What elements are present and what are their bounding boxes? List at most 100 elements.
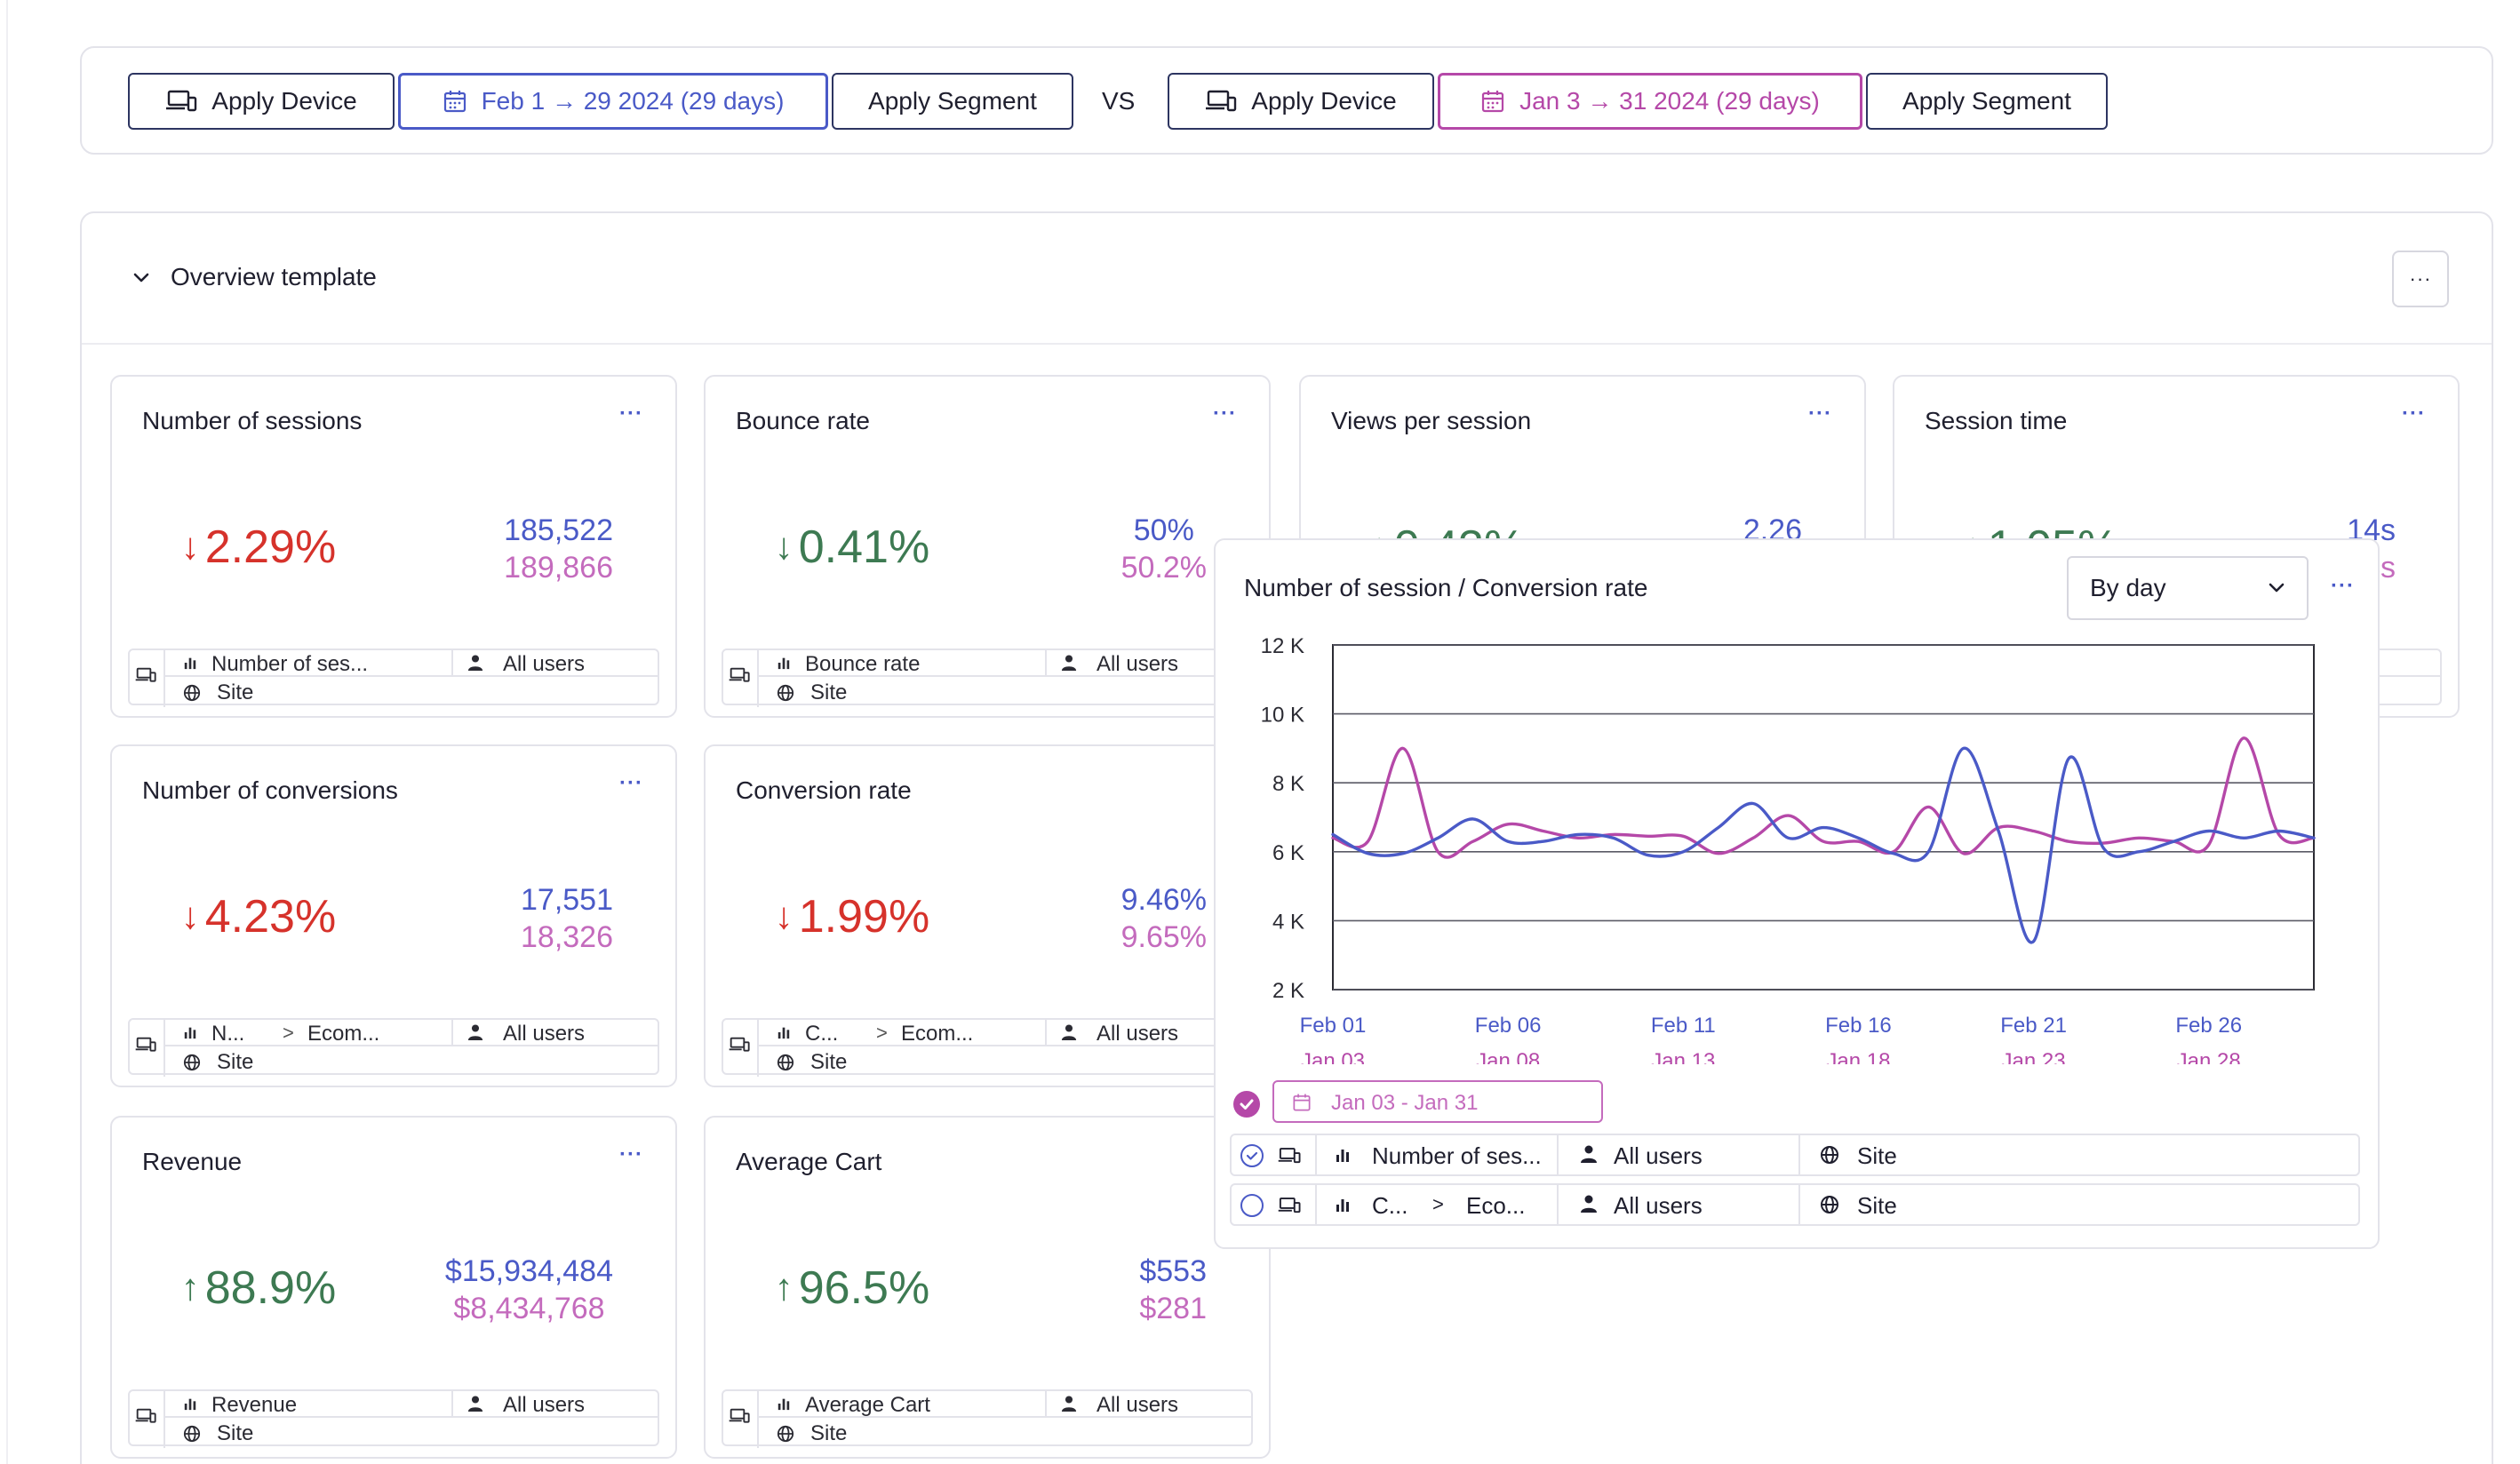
- metric-label: N...: [211, 1022, 245, 1046]
- segment-label: All users: [503, 1393, 586, 1417]
- primary-apply-segment-label: Apply Segment: [868, 87, 1037, 115]
- secondary-apply-device-button[interactable]: Apply Device: [1168, 73, 1434, 130]
- arrow-down-icon: ↓: [180, 525, 200, 567]
- change-percent: ↓ 4.23%: [112, 890, 405, 943]
- segment-label: All users: [1097, 652, 1179, 676]
- current-value: 50%: [1133, 513, 1194, 547]
- globe-icon: [1821, 1196, 1838, 1213]
- change-value: 96.5%: [798, 1262, 930, 1314]
- divider: [1045, 1020, 1047, 1046]
- user-icon: [1061, 1396, 1077, 1412]
- card-filter-row: N... > Ecom... All users: [165, 1020, 658, 1046]
- previous-value: $281: [1139, 1292, 1207, 1325]
- divider: [1315, 1185, 1317, 1224]
- card-filter-summary[interactable]: Revenue All users Site: [128, 1389, 659, 1448]
- device-icon: [729, 1037, 750, 1052]
- page-left-border: [6, 0, 8, 1464]
- value-pair: 185,522 189,866: [504, 512, 613, 586]
- current-value: $553: [1139, 1254, 1207, 1288]
- submetric-label: Ecom...: [307, 1022, 380, 1046]
- template-menu-button[interactable]: ···: [2392, 251, 2449, 307]
- card-filter-row: Bounce rate All users: [759, 650, 1251, 677]
- user-icon: [1061, 655, 1077, 671]
- metric-card: Bounce rate ··· ↓ 0.41% 50% 50.2% Bounce rate A…: [704, 375, 1271, 718]
- card-filter-summary[interactable]: Number of ses... All users Site: [128, 648, 659, 707]
- card-menu-button[interactable]: ···: [1808, 402, 1832, 426]
- chart-menu-button[interactable]: ···: [2331, 574, 2355, 598]
- series-line-previous: [1331, 736, 2316, 859]
- secondary-apply-segment-button[interactable]: Apply Segment: [1866, 73, 2108, 130]
- device-icon: [1278, 1197, 1301, 1213]
- chevron-down-icon[interactable]: [128, 265, 155, 291]
- card-menu-button[interactable]: ···: [619, 771, 643, 795]
- segment-label: All users: [1097, 1393, 1179, 1417]
- card-filter-summary[interactable]: C... > Ecom... All users Site: [722, 1018, 1253, 1077]
- card-title: Session time: [1925, 407, 2068, 434]
- previous-value: 18,326: [521, 920, 613, 954]
- card-menu-button[interactable]: ···: [1213, 402, 1237, 426]
- legend-row-conversion[interactable]: C... > Eco... All users Site: [1230, 1183, 2360, 1226]
- current-value: 17,551: [521, 883, 613, 917]
- user-icon: [467, 655, 483, 671]
- primary-apply-segment-button[interactable]: Apply Segment: [832, 73, 1073, 130]
- value-pair: $15,934,484 $8,434,768: [445, 1253, 613, 1327]
- scope-label: Site: [810, 1421, 848, 1445]
- globe-icon: [183, 684, 201, 702]
- bar-chart-icon: [1336, 1199, 1349, 1212]
- card-filter-row: Revenue All users: [165, 1391, 658, 1418]
- legend-row-sessions[interactable]: Number of ses... All users Site: [1230, 1134, 2360, 1176]
- divider: [163, 1020, 165, 1077]
- divider: [757, 650, 759, 707]
- y-tick-label: 8 K: [1272, 772, 1304, 796]
- chevron-down-icon: [2269, 583, 2285, 593]
- x-tick-label-current: Feb 11: [1651, 1014, 1716, 1038]
- legend-selected-icon[interactable]: [1233, 1091, 1260, 1118]
- primary-apply-device-button[interactable]: Apply Device: [128, 73, 395, 130]
- metric-label: Average Cart: [805, 1393, 930, 1417]
- x-tick-label-previous: Jan 03: [1301, 1049, 1365, 1064]
- scope-label: Site: [217, 1050, 254, 1074]
- metric-card: Revenue ··· ↑ 88.9% $15,934,484 $8,434,768 Rev…: [110, 1116, 677, 1459]
- previous-value: 9.65%: [1120, 920, 1207, 954]
- segment-label: All users: [503, 652, 586, 676]
- legend-date-chip[interactable]: Jan 03 - Jan 31: [1272, 1080, 1603, 1123]
- primary-date-range-button[interactable]: Feb 1 → 29 2024 (29 days): [398, 73, 828, 130]
- secondary-date-range-button[interactable]: Jan 3 → 31 2024 (29 days): [1438, 73, 1862, 130]
- card-filter-row: Number of ses... All users: [165, 650, 658, 677]
- globe-icon: [1821, 1146, 1838, 1164]
- metric-card: Conversion rate···↓1.99%9.46%9.65%C...>E…: [704, 744, 1271, 1087]
- card-menu-button[interactable]: ···: [2402, 402, 2426, 426]
- card-menu-button[interactable]: ···: [619, 1142, 643, 1166]
- user-icon: [1581, 1195, 1597, 1213]
- divider: [1557, 1185, 1559, 1224]
- change-percent: ↓ 2.29%: [112, 521, 405, 574]
- card-title: Conversion rate: [736, 776, 912, 804]
- card-filter-summary[interactable]: Average Cart All users Site: [722, 1389, 1253, 1448]
- check-circle-icon[interactable]: [1240, 1144, 1264, 1167]
- radio-icon[interactable]: [1240, 1194, 1264, 1217]
- legend-date-label: Jan 03 - Jan 31: [1331, 1091, 1479, 1115]
- device-icon: [135, 667, 156, 682]
- card-filter-summary[interactable]: N... > Ecom... All users Site: [128, 1018, 659, 1077]
- primary-apply-device-label: Apply Device: [211, 87, 357, 115]
- granularity-select[interactable]: By day: [2067, 556, 2309, 620]
- divider: [757, 1020, 759, 1077]
- user-icon: [467, 1396, 483, 1412]
- globe-icon: [183, 1425, 201, 1443]
- vs-label: VS: [1102, 87, 1136, 115]
- secondary-apply-segment-label: Apply Segment: [1902, 87, 2071, 115]
- card-title: Views per session: [1331, 407, 1532, 434]
- bar-chart-icon: [184, 1398, 196, 1411]
- current-value: $15,934,484: [444, 1254, 613, 1288]
- card-filter-summary[interactable]: Bounce rate All users Site: [722, 648, 1253, 707]
- template-header[interactable]: Overview template ···: [82, 213, 2492, 345]
- bar-chart-icon: [778, 1398, 790, 1411]
- legend-metric-label: C...: [1372, 1192, 1408, 1219]
- change-value: 88.9%: [204, 1262, 337, 1314]
- card-menu-button[interactable]: ···: [619, 402, 643, 426]
- divider: [451, 1020, 453, 1046]
- change-percent: ↑ 96.5%: [706, 1261, 999, 1315]
- divider: [1315, 1135, 1317, 1174]
- metric-card: Number of sessions ··· ↓ 2.29% 185,522 189,86…: [110, 375, 677, 718]
